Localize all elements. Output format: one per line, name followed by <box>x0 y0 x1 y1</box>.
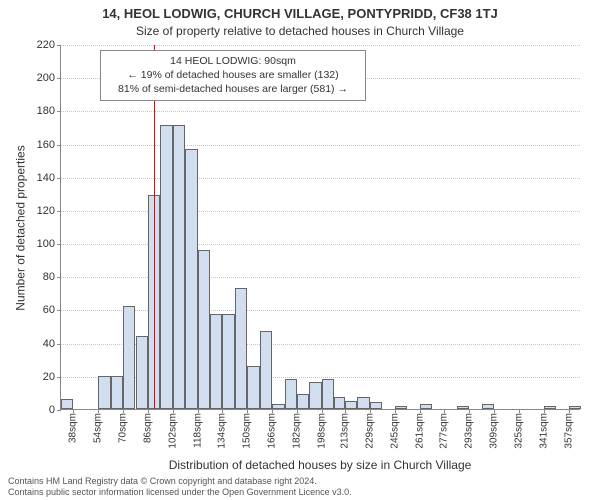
x-tick-label: 54sqm <box>93 409 104 443</box>
x-tick-label: 70sqm <box>118 409 129 443</box>
annotation-box: 14 HEOL LODWIG: 90sqm ← 19% of detached … <box>100 50 366 101</box>
histogram-bar <box>357 397 369 409</box>
x-tick-label: 182sqm <box>291 409 302 449</box>
x-axis-label: Distribution of detached houses by size … <box>60 458 580 472</box>
y-tick-label: 80 <box>43 271 61 283</box>
y-tick-label: 180 <box>37 105 61 117</box>
histogram-bar <box>345 401 357 409</box>
histogram-bar <box>247 366 259 409</box>
x-tick-label: 198sqm <box>316 409 327 449</box>
y-axis-label: Number of detached properties <box>14 45 28 410</box>
x-tick-label: 277sqm <box>439 409 450 449</box>
gridline <box>61 277 580 278</box>
footer-line1: Contains HM Land Registry data © Crown c… <box>8 476 352 487</box>
x-tick-label: 213sqm <box>340 409 351 449</box>
chart-container: 14, HEOL LODWIG, CHURCH VILLAGE, PONTYPR… <box>0 0 600 500</box>
histogram-bar <box>198 250 210 409</box>
x-tick-label: 118sqm <box>192 409 203 448</box>
y-tick-label: 60 <box>43 304 61 316</box>
histogram-bar <box>334 397 345 409</box>
y-tick-label: 20 <box>43 371 61 383</box>
y-tick-label: 0 <box>49 404 61 416</box>
histogram-bar <box>173 125 185 409</box>
histogram-bar <box>297 394 309 409</box>
histogram-bar <box>136 336 148 409</box>
y-tick-label: 160 <box>37 139 61 151</box>
title-main: 14, HEOL LODWIG, CHURCH VILLAGE, PONTYPR… <box>0 6 600 21</box>
gridline <box>61 178 580 179</box>
histogram-bar <box>111 376 123 409</box>
histogram-bar <box>309 382 321 409</box>
x-tick-label: 38sqm <box>68 409 79 443</box>
gridline <box>61 244 580 245</box>
x-tick-label: 245sqm <box>389 409 400 449</box>
footer-line2: Contains public sector information licen… <box>8 487 352 498</box>
histogram-bar <box>210 314 222 409</box>
footer: Contains HM Land Registry data © Crown c… <box>8 476 352 499</box>
x-tick-label: 86sqm <box>142 409 153 443</box>
histogram-bar <box>235 288 247 409</box>
histogram-bar <box>123 306 135 409</box>
x-tick-label: 293sqm <box>464 409 475 449</box>
histogram-bar <box>370 402 382 409</box>
gridline <box>61 45 580 46</box>
x-tick-label: 261sqm <box>414 409 425 449</box>
gridline <box>61 310 580 311</box>
annotation-line3: 81% of semi-detached houses are larger (… <box>107 82 359 96</box>
histogram-bar <box>222 314 234 409</box>
y-tick-label: 40 <box>43 338 61 350</box>
histogram-bar <box>98 376 110 409</box>
x-tick-label: 357sqm <box>563 409 574 449</box>
y-tick-label: 120 <box>37 205 61 217</box>
histogram-bar <box>61 399 73 409</box>
histogram-bar <box>185 149 197 409</box>
y-tick-label: 200 <box>37 72 61 84</box>
gridline <box>61 145 580 146</box>
histogram-bar <box>260 331 272 409</box>
title-sub: Size of property relative to detached ho… <box>0 24 600 38</box>
histogram-bar <box>322 379 334 409</box>
y-tick-label: 220 <box>37 39 61 51</box>
x-tick-label: 102sqm <box>167 409 178 449</box>
annotation-line2: ← 19% of detached houses are smaller (13… <box>107 68 359 82</box>
histogram-bar <box>160 125 172 409</box>
histogram-bar <box>285 379 297 409</box>
x-tick-label: 229sqm <box>364 409 375 449</box>
x-tick-label: 309sqm <box>489 409 500 449</box>
x-tick-label: 150sqm <box>242 409 253 449</box>
gridline <box>61 111 580 112</box>
x-tick-label: 341sqm <box>538 409 549 449</box>
gridline <box>61 211 580 212</box>
y-tick-label: 100 <box>37 238 61 250</box>
x-tick-label: 325sqm <box>513 409 524 449</box>
y-tick-label: 140 <box>37 172 61 184</box>
x-tick-label: 134sqm <box>217 409 228 449</box>
annotation-line1: 14 HEOL LODWIG: 90sqm <box>107 54 359 68</box>
x-tick-label: 166sqm <box>267 409 278 449</box>
